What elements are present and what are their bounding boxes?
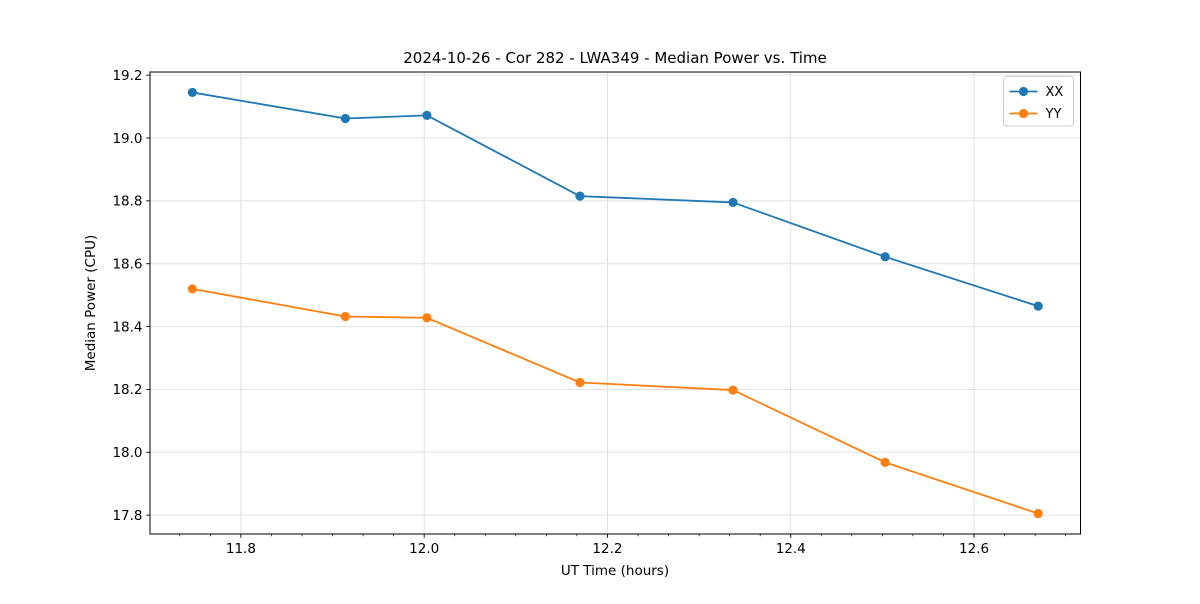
series-marker-YY (880, 457, 890, 467)
series-marker-YY (575, 377, 585, 388)
y-tick-label: 18.2 (112, 382, 142, 398)
chart-plot-area: 11.8 12.0 12.2 12.4 12.6 17.8 18.0 18.2 18.4 18.6… (112, 68, 1081, 557)
y-tick-label: 18.4 (112, 319, 142, 335)
y-tick-label: 19.0 (112, 131, 142, 147)
series-marker-YY (728, 385, 738, 395)
series-marker-XX (728, 197, 738, 208)
series-marker-XX (575, 191, 585, 201)
series-marker-XX (880, 252, 890, 262)
series-marker-YY (1033, 508, 1043, 519)
y-tick-label: 18.8 (112, 194, 142, 210)
x-tick-label: 12.6 (959, 541, 989, 557)
series-marker-XX (340, 113, 350, 124)
series-marker-XX (187, 87, 197, 98)
legend-marker-YY (1018, 108, 1029, 119)
y-tick-label: 18.0 (112, 445, 142, 461)
x-tick-label: 11.8 (226, 541, 256, 557)
axes-spines (149, 71, 1081, 535)
chart-title: 2024-10-26 - Cor 282 - LWA349 - Median P… (403, 49, 827, 67)
legend-label-XX: XX (1046, 85, 1064, 100)
y-tick-label: 18.6 (112, 257, 142, 273)
x-tick-label: 12.4 (776, 541, 806, 557)
y-axis-label: Median Power (CPU) (83, 235, 99, 371)
series-marker-YY (340, 311, 350, 322)
legend (1003, 76, 1074, 127)
series-marker-YY (422, 313, 432, 323)
y-tick-label: 19.2 (112, 68, 142, 84)
series-marker-YY (187, 284, 197, 294)
y-tick-label: 17.8 (112, 508, 142, 524)
x-tick-label: 12.0 (409, 541, 439, 557)
x-axis-label: UT Time (hours) (561, 563, 669, 579)
series-marker-XX (1033, 301, 1043, 311)
legend-label-YY: YY (1045, 107, 1062, 122)
series-line-XX (192, 91, 1039, 307)
legend-marker-XX (1018, 86, 1029, 97)
series-marker-XX (422, 110, 432, 120)
x-tick-label: 12.2 (592, 541, 622, 557)
series-line-YY (192, 287, 1039, 515)
